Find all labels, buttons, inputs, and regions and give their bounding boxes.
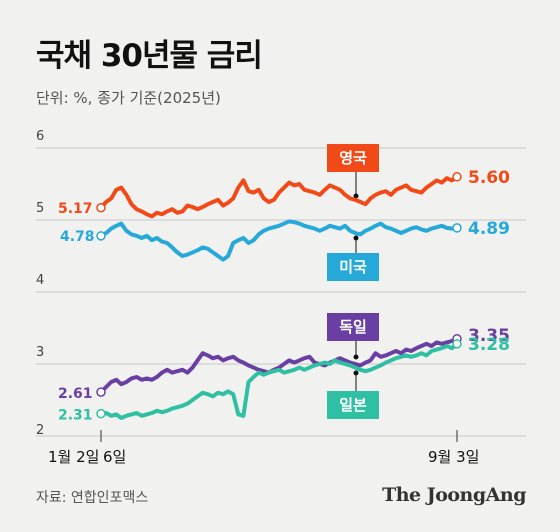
series-2-start-label: 2.61 (58, 386, 93, 402)
series-0-start-label: 5.17 (58, 201, 93, 217)
annotations (353, 172, 359, 391)
y-tick-3: 3 (36, 345, 44, 360)
series-1-badge-label: 미국 (339, 258, 367, 276)
series-0-end-label: 5.60 (468, 168, 510, 188)
series-2-badge-label: 독일 (339, 318, 367, 336)
series-3-badge-anchor (353, 370, 359, 376)
brand-logo: The JoongAng (382, 484, 526, 506)
y-tick-5: 5 (36, 201, 44, 216)
series-3-line (99, 341, 459, 420)
series-3-end-label: 3.28 (468, 335, 510, 355)
series-3-badge-label: 일본 (339, 396, 367, 414)
x-axis: 1월 2일 6일 9월 3일 (48, 430, 479, 466)
series-0-badge (327, 144, 379, 172)
series-0-start-point (96, 203, 106, 213)
series-1-start-point (96, 231, 106, 241)
series-0-badge-anchor (353, 193, 359, 199)
series-0-line (99, 174, 459, 219)
series-0-end-point (452, 172, 462, 182)
series-2-badge (327, 313, 379, 341)
series-2-badge-anchor (353, 354, 359, 360)
series-1-end-label: 4.89 (468, 219, 510, 239)
y-tick-2: 2 (36, 423, 44, 438)
y-tick-4: 4 (36, 273, 44, 288)
series-1-start-label: 4.78 (60, 229, 95, 245)
series-1-badge (327, 253, 379, 281)
series-3-badge (327, 391, 379, 419)
chart-title: 국채 30년물 금리 (36, 38, 263, 74)
series-0-badge-label: 영국 (339, 149, 367, 167)
y-axis-ticks: 6 5 4 3 2 (36, 129, 44, 438)
series-1-line (99, 219, 459, 262)
series-3-start-label: 2.31 (58, 408, 93, 424)
series-3-end-point (452, 339, 462, 349)
x-tick-6: 6일 (103, 448, 126, 466)
x-tick-end-date: 9월 3일 (428, 448, 479, 466)
series-1-end-point (452, 223, 462, 233)
x-tick-start-date: 1월 2일 (48, 448, 99, 466)
series-2-start-point (96, 387, 106, 397)
gridlines (36, 147, 526, 437)
series-2-end-label: 3.35 (468, 326, 510, 346)
series-3-start-point (96, 408, 106, 419)
labels-layer: 5.17 5.60 영국 4.78 4.89 미국 2.61 3.35 독일 2.31 3.28 일본 (58, 144, 510, 424)
chart-subtitle: 단위: %, 종가 기준(2025년) (36, 89, 221, 107)
series-layer (99, 174, 459, 420)
series-1-badge-anchor (353, 235, 359, 241)
source-note: 자료: 연합인포맥스 (36, 490, 149, 506)
series-2-line (99, 336, 459, 395)
y-tick-6: 6 (36, 129, 44, 144)
